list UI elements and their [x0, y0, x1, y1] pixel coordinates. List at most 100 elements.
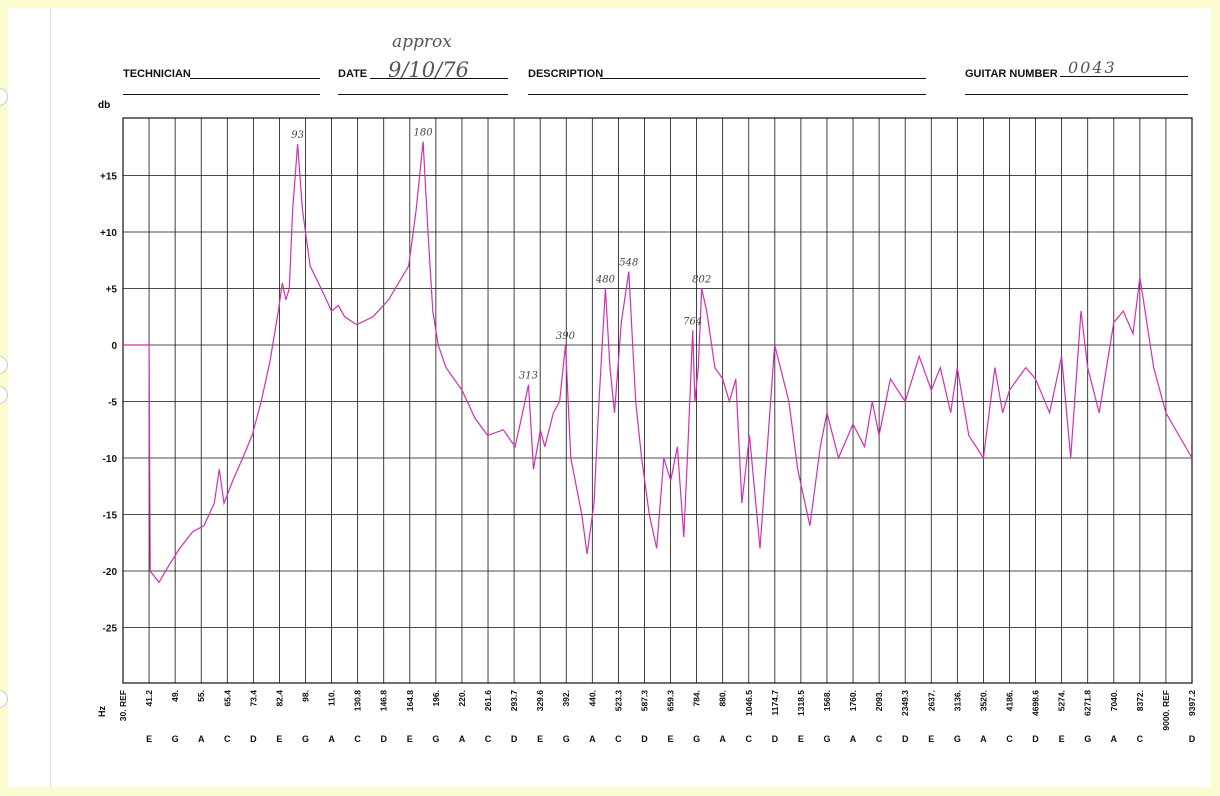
x-tick-label-note: C	[1137, 734, 1144, 744]
x-tick-label-note: E	[798, 734, 804, 744]
x-tick-label-frequency: 587.3	[639, 690, 649, 712]
x-tick-label-frequency: 4698.6	[1031, 690, 1041, 716]
x-tick-label-note: C	[876, 734, 883, 744]
peak-annotation-label: 764	[683, 316, 702, 327]
x-tick-label-frequency: 73.4	[248, 690, 258, 707]
x-tick-label-frequency: 1318.5	[796, 690, 806, 716]
y-tick-label: -5	[108, 398, 117, 409]
guitar-number-label: GUITAR NUMBER	[965, 68, 1058, 80]
guitar-number-value: 0043	[1068, 58, 1117, 77]
x-tick-label-frequency: 3136.	[952, 690, 962, 711]
x-tick-label-note: E	[537, 734, 543, 744]
x-tick-label-note: G	[563, 734, 570, 744]
y-tick-label: +10	[100, 228, 117, 239]
y-tick-label: -15	[103, 511, 118, 522]
x-tick-label-frequency: 55.	[196, 690, 206, 702]
x-axis-label: Hz	[97, 706, 107, 717]
x-tick-label-note: A	[459, 734, 466, 744]
peak-annotation-label: 390	[556, 331, 576, 342]
x-tick-label-frequency: 784.	[692, 690, 702, 707]
x-tick-label-note: D	[1189, 734, 1196, 744]
x-tick-label-note: E	[146, 734, 152, 744]
x-tick-label-frequency: 261.6	[483, 690, 493, 712]
y-axis-labels: +15 +10 +5 0 -5 -10 -15 -20 -25	[100, 172, 117, 635]
x-tick-label-frequency: 8372.	[1135, 690, 1145, 711]
x-tick-label-frequency: 110.	[327, 690, 337, 706]
x-tick-label-frequency: 9397.2	[1187, 690, 1197, 716]
x-tick-label-frequency: 1046.5	[744, 690, 754, 716]
date-handwritten-note: approx	[392, 32, 452, 52]
x-tick-label-note: A	[328, 734, 335, 744]
x-tick-label-note: C	[485, 734, 492, 744]
x-tick-label-note: A	[589, 734, 596, 744]
x-tick-label-frequency: 7040.	[1109, 690, 1119, 711]
x-tick-label-frequency: 65.4	[222, 690, 232, 707]
page-fold-line	[50, 8, 51, 787]
y-tick-label: -20	[103, 567, 118, 578]
chart-grid	[122, 117, 1193, 684]
x-tick-label-note: D	[902, 734, 909, 744]
x-tick-label-frequency: 130.8	[353, 690, 363, 712]
x-tick-label-frequency: 4186.	[1004, 690, 1014, 711]
date-field-line	[370, 78, 508, 79]
x-tick-label-frequency: 220.	[457, 690, 467, 707]
response-trace	[123, 141, 1193, 584]
technician-label: TECHNICIAN	[123, 68, 191, 80]
x-tick-label-note: E	[276, 734, 282, 744]
x-tick-label-frequency: 2637.	[926, 690, 936, 711]
x-tick-label-note: E	[407, 734, 413, 744]
x-tick-label-frequency: 5274.	[1057, 690, 1067, 711]
x-tick-label-frequency: 440.	[587, 690, 597, 707]
x-tick-label-note: D	[772, 734, 779, 744]
x-tick-label-note: A	[850, 734, 857, 744]
x-tick-label-frequency: 164.8	[405, 690, 415, 712]
x-tick-label-frequency: 98.	[301, 690, 311, 702]
y-tick-label: +5	[106, 285, 118, 296]
x-tick-label-frequency: 196.	[431, 690, 441, 707]
date-label: DATE	[338, 68, 368, 80]
peak-annotation-label: 313	[519, 371, 538, 382]
x-tick-label-frequency: 146.8	[379, 690, 389, 712]
date-field-line-2	[338, 94, 508, 95]
x-tick-label-frequency: 329.6	[535, 690, 545, 712]
x-tick-label-frequency: 293.7	[509, 690, 519, 712]
y-tick-label: -10	[103, 454, 118, 465]
x-tick-label-frequency: 82.4	[274, 690, 284, 707]
x-tick-label-note: D	[1032, 734, 1039, 744]
peak-annotation-label: 802	[692, 275, 711, 286]
technician-field-line-2	[123, 94, 320, 95]
x-axis-labels: 30. REF 41.2 E 49. G 55. A 65.4 C 73.4 D 82.4 E 98. G 1…	[118, 690, 1197, 744]
x-tick-label-note: G	[823, 734, 830, 744]
x-tick-label-frequency: 30. REF	[118, 690, 128, 721]
plot-frame	[122, 117, 1193, 684]
guitar-number-field-line	[1060, 76, 1188, 77]
guitar-number-field-line-2	[965, 94, 1188, 95]
x-tick-label-note: A	[980, 734, 987, 744]
x-tick-label-note: D	[511, 734, 518, 744]
x-tick-label-frequency: 392.	[561, 690, 571, 707]
x-tick-label-note: A	[719, 734, 726, 744]
x-tick-label-note: C	[746, 734, 753, 744]
x-tick-label-note: G	[1084, 734, 1091, 744]
x-tick-label-note: G	[302, 734, 309, 744]
x-tick-label-note: A	[198, 734, 205, 744]
x-tick-label-frequency: 49.	[170, 690, 180, 702]
x-tick-label-note: A	[1111, 734, 1118, 744]
x-tick-label-note: C	[224, 734, 231, 744]
x-tick-label-note: D	[641, 734, 648, 744]
x-tick-label-frequency: 2349.3	[900, 690, 910, 716]
x-tick-label-frequency: 523.3	[613, 690, 623, 712]
x-tick-label-note: G	[172, 734, 179, 744]
y-axis-label: db	[98, 100, 110, 111]
x-tick-label-frequency: 1760.	[848, 690, 858, 711]
x-tick-label-frequency: 659.3	[666, 690, 676, 712]
x-tick-label-note: E	[668, 734, 674, 744]
x-tick-label-frequency: 880.	[718, 690, 728, 707]
x-tick-label-frequency: 3520.	[978, 690, 988, 711]
x-tick-label-note: C	[354, 734, 361, 744]
peak-annotation-label: 180	[414, 128, 434, 139]
y-tick-label: -25	[103, 624, 118, 635]
x-tick-label-note: E	[1059, 734, 1065, 744]
x-tick-label-frequency: 6271.8	[1083, 690, 1093, 716]
x-tick-label-note: C	[1006, 734, 1013, 744]
